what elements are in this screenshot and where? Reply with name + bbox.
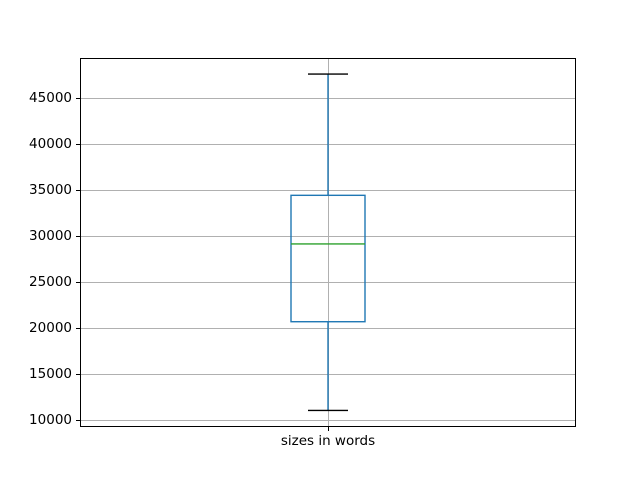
x-tick-label: sizes in words — [280, 433, 376, 449]
y-tick-label: 15000 — [29, 365, 72, 382]
y-tick-label: 10000 — [29, 411, 72, 428]
boxplot-canvas — [80, 58, 576, 427]
iqr-box — [290, 194, 366, 323]
axes-spines — [80, 58, 576, 427]
y-tick-label: 35000 — [29, 182, 72, 199]
x-tick-mark — [328, 427, 329, 431]
plot-area — [80, 58, 576, 427]
y-tick-label: 40000 — [29, 136, 72, 153]
y-tick-label: 25000 — [29, 273, 72, 290]
y-tick-label: 20000 — [29, 319, 72, 336]
y-tick-label: 45000 — [29, 90, 72, 107]
y-tick-label: 30000 — [29, 228, 72, 245]
